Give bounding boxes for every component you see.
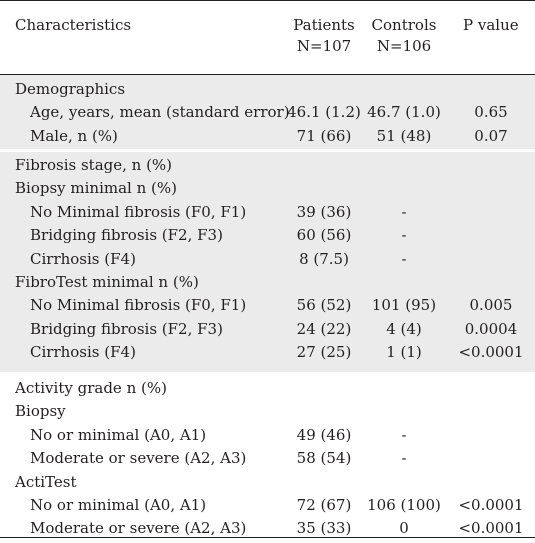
row-patients: 46.1 (1.2) xyxy=(287,103,361,122)
section-fibrosis: Fibrosis stage, n (%) Biopsy minimal n (… xyxy=(0,152,535,372)
row-label: Cirrhosis (F4) xyxy=(30,343,136,362)
row-patients: 58 (54) xyxy=(296,449,352,468)
header-controls-n: N=106 xyxy=(376,37,432,55)
activity-title: Activity grade n (%) xyxy=(15,379,167,397)
demographics-title: Demographics xyxy=(15,80,126,98)
subsection-title: FibroTest minimal n (%) xyxy=(0,271,535,294)
row-pvalue: 0.65 xyxy=(474,103,508,122)
table-row: Bridging fibrosis (F2, F3) 60 (56) - xyxy=(0,224,535,247)
header-pvalue: P value xyxy=(463,16,519,34)
row-patients: 56 (52) xyxy=(296,296,352,315)
header-patients-n: N=107 xyxy=(296,37,352,55)
row-patients: 27 (25) xyxy=(296,343,352,362)
row-label: No Minimal fibrosis (F0, F1) xyxy=(30,296,247,315)
table-row: Cirrhosis (F4) 8 (7.5) - xyxy=(0,248,535,271)
row-label: Cirrhosis (F4) xyxy=(30,249,136,268)
row-patients: 8 (7.5) xyxy=(299,249,349,268)
row-controls: 51 (48) xyxy=(376,126,432,145)
table-row: Moderate or severe (A2, A3) 58 (54) - xyxy=(0,447,535,470)
table-header: Characteristics Patients N=107 Controls … xyxy=(0,0,535,75)
row-controls: - xyxy=(401,249,407,268)
row-label: No or minimal (A0, A1) xyxy=(30,425,207,444)
row-controls: 0 xyxy=(399,519,409,538)
section-title: Fibrosis stage, n (%) xyxy=(0,154,535,177)
row-pvalue: 0.005 xyxy=(469,296,513,315)
table-row: No or minimal (A0, A1) 49 (46) - xyxy=(0,424,535,447)
header-controls-label: Controls xyxy=(371,16,437,34)
header-patients: Patients N=107 xyxy=(287,15,361,74)
row-controls: 106 (100) xyxy=(367,495,441,514)
biopsy-minimal-title: Biopsy minimal n (%) xyxy=(15,179,177,198)
table-row: Bridging fibrosis (F2, F3) 24 (22) 4 (4)… xyxy=(0,318,535,341)
row-controls: - xyxy=(401,202,407,221)
table-row: No Minimal fibrosis (F0, F1) 39 (36) - xyxy=(0,201,535,224)
row-pvalue: <0.0001 xyxy=(458,343,524,362)
row-patients: 60 (56) xyxy=(296,226,352,245)
table-row: No Minimal fibrosis (F0, F1) 56 (52) 101… xyxy=(0,294,535,317)
row-label: Male, n (%) xyxy=(30,126,118,145)
row-label: No or minimal (A0, A1) xyxy=(30,495,207,514)
row-label: Age, years, mean (standard error) xyxy=(30,103,290,122)
header-characteristics: Characteristics xyxy=(15,16,132,34)
section-demographics: Demographics Age, years, mean (standard … xyxy=(0,75,535,149)
biopsy-title: Biopsy xyxy=(15,402,66,421)
subsection-title: Biopsy minimal n (%) xyxy=(0,177,535,200)
row-label: Moderate or severe (A2, A3) xyxy=(30,519,247,538)
row-controls: - xyxy=(401,425,407,444)
row-pvalue: 0.07 xyxy=(474,126,508,145)
row-label: No Minimal fibrosis (F0, F1) xyxy=(30,202,247,221)
row-controls: - xyxy=(401,226,407,245)
row-patients: 39 (36) xyxy=(296,202,352,221)
row-pvalue: 0.0004 xyxy=(464,319,518,338)
row-controls: 4 (4) xyxy=(386,319,422,338)
section-title: Demographics xyxy=(0,78,535,101)
fibrosis-title: Fibrosis stage, n (%) xyxy=(15,156,173,174)
actitest-title: ActiTest xyxy=(15,472,77,491)
row-pvalue: <0.0001 xyxy=(458,519,524,538)
row-controls: - xyxy=(401,449,407,468)
row-patients: 49 (46) xyxy=(296,425,352,444)
subsection-title: ActiTest xyxy=(0,471,535,494)
header-controls: Controls N=106 xyxy=(361,15,447,74)
section-activity: Activity grade n (%) Biopsy No or minima… xyxy=(0,375,535,538)
section-title: Activity grade n (%) xyxy=(0,377,535,400)
row-label: Bridging fibrosis (F2, F3) xyxy=(30,226,223,245)
header-patients-label: Patients xyxy=(293,16,355,34)
row-patients: 24 (22) xyxy=(296,319,352,338)
row-controls: 101 (95) xyxy=(371,296,437,315)
row-label: Moderate or severe (A2, A3) xyxy=(30,449,247,468)
table-row: No or minimal (A0, A1) 72 (67) 106 (100)… xyxy=(0,494,535,517)
table-row: Cirrhosis (F4) 27 (25) 1 (1) <0.0001 xyxy=(0,341,535,364)
table-row: Age, years, mean (standard error) 46.1 (… xyxy=(0,101,535,124)
row-label: Bridging fibrosis (F2, F3) xyxy=(30,319,223,338)
row-pvalue: <0.0001 xyxy=(458,495,524,514)
table-row: Moderate or severe (A2, A3) 35 (33) 0 <0… xyxy=(0,517,535,540)
row-controls: 46.7 (1.0) xyxy=(367,103,441,122)
table-row: Male, n (%) 71 (66) 51 (48) 0.07 xyxy=(0,125,535,148)
row-patients: 72 (67) xyxy=(296,495,352,514)
row-patients: 35 (33) xyxy=(296,519,352,538)
row-controls: 1 (1) xyxy=(386,343,422,362)
row-patients: 71 (66) xyxy=(296,126,352,145)
subsection-title: Biopsy xyxy=(0,400,535,423)
fibrotest-minimal-title: FibroTest minimal n (%) xyxy=(15,272,199,291)
